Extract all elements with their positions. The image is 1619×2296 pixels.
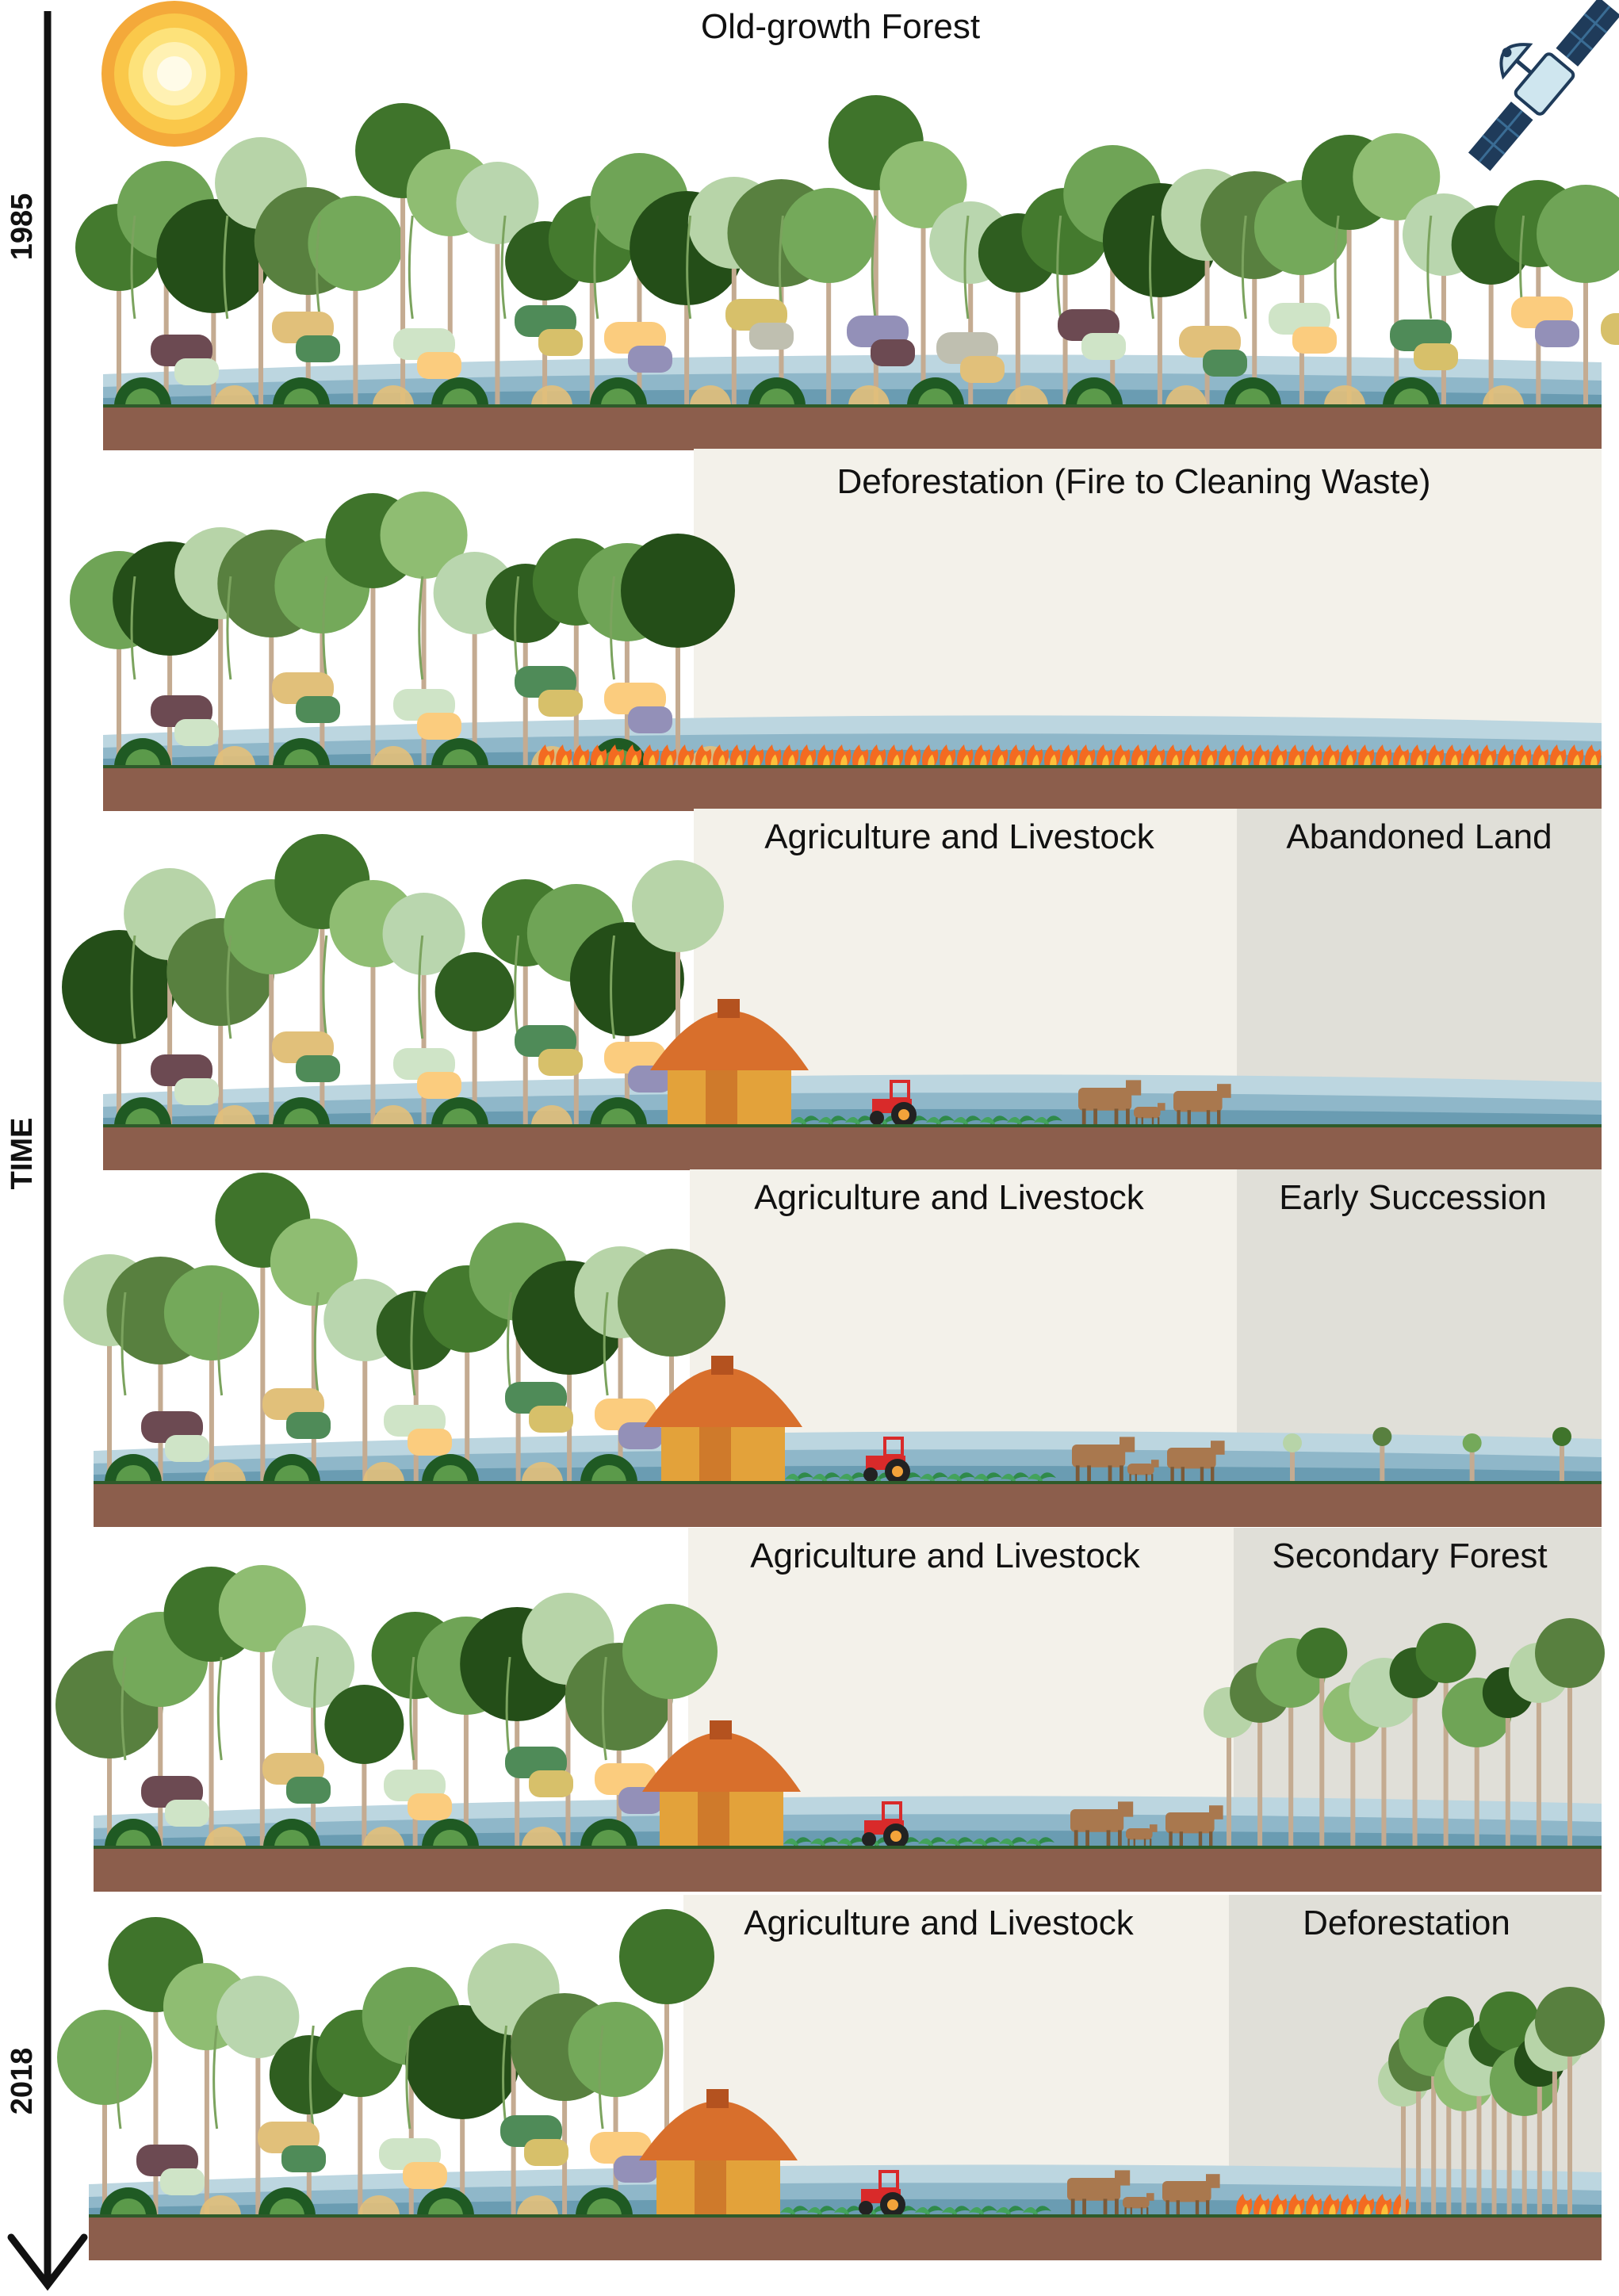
sun-icon [101,1,247,147]
panel-title: Agriculture and Livestock [750,1536,1141,1575]
panel-abandoned: Agriculture and Livestock Abandoned Land [62,809,1602,1170]
panel-title: Deforestation [1303,1904,1510,1942]
panel-secondary-forest: Agriculture and Livestock Secondary Fores… [55,1528,1605,1892]
panel-early-succession: Agriculture and Livestock Early Successio… [63,1169,1602,1527]
panel-title: Deforestation (Fire to Cleaning Waste) [836,462,1430,501]
panel-title: Agriculture and Livestock [764,817,1155,856]
panel-title: Agriculture and Livestock [744,1904,1135,1942]
time-axis-label: TIME [6,1118,39,1190]
time-axis: 1985 TIME 2018 [6,11,88,2291]
year-1985-label: 1985 [6,193,39,261]
panel-old-growth: Old-growth Forest [75,7,1619,450]
panel-title: Old-growth Forest [701,7,980,46]
panel-re-deforestation: Agriculture and Livestock Deforestation [57,1895,1605,2260]
satellite-icon [1468,0,1619,171]
panel-title: Secondary Forest [1272,1536,1547,1575]
panel-title: Abandoned Land [1286,817,1552,856]
panel-title: Agriculture and Livestock [754,1178,1145,1217]
panel-title: Early Succession [1279,1178,1546,1217]
panel-deforestation-fire: Deforestation (Fire to Cleaning Waste) [70,449,1602,811]
year-2018-label: 2018 [6,2048,39,2115]
